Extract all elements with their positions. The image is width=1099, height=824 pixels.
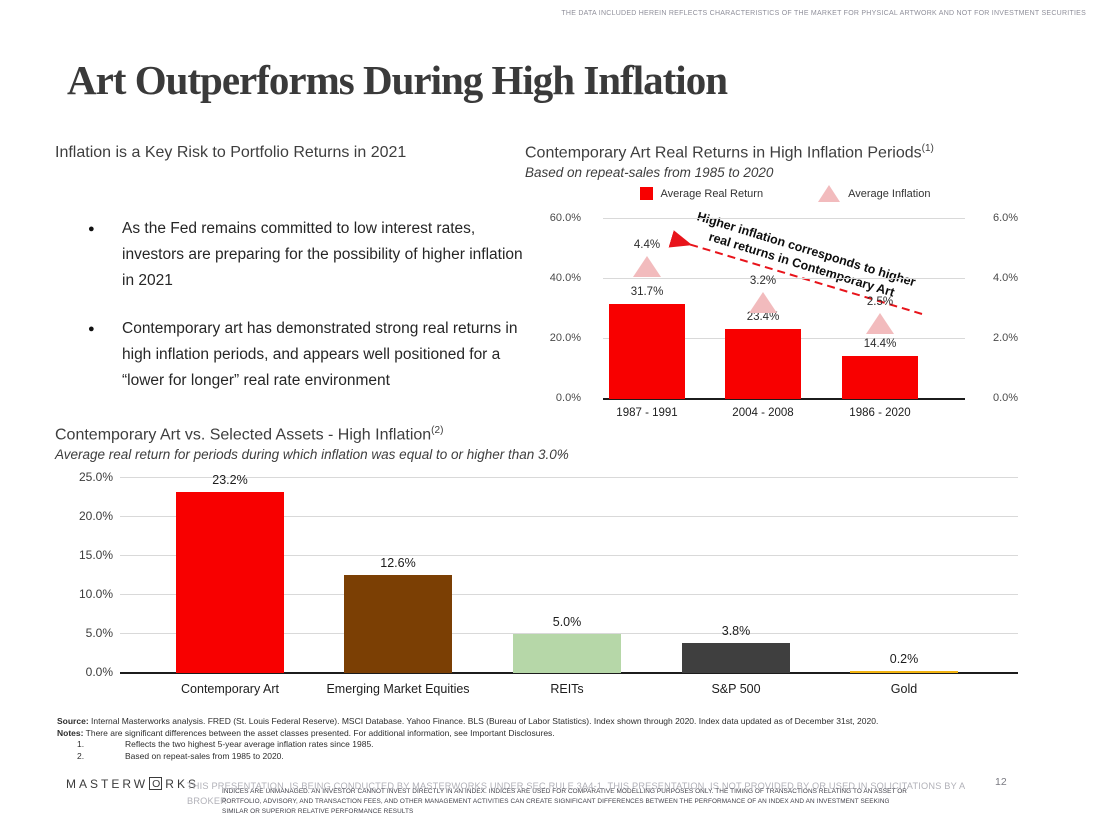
bullet-text: As the Fed remains committed to low inte… <box>122 220 523 289</box>
gridline <box>120 477 1018 478</box>
legend-triangle-swatch <box>818 185 841 202</box>
bar-value-label: 5.0% <box>552 615 582 629</box>
category-label: S&P 500 <box>711 682 761 696</box>
y-axis-tick-left: 60.0% <box>549 212 581 224</box>
legend-item: Average Inflation <box>818 185 930 202</box>
logo-o-box: O <box>149 777 163 790</box>
chart1-title-superscript: (1) <box>921 143 934 154</box>
y-axis-tick: 10.0% <box>78 587 113 601</box>
gridline <box>120 594 1018 595</box>
chart2-subtitle: Average real return for periods during w… <box>55 447 569 462</box>
bullet-text: Contemporary art has demonstrated strong… <box>122 320 518 389</box>
inflation-triangle-marker <box>749 292 777 313</box>
y-axis-tick-left: 0.0% <box>555 392 581 404</box>
triangle-value-label: 2.5% <box>866 296 894 308</box>
y-axis-tick-left: 20.0% <box>549 332 581 344</box>
footnotes: Source: Internal Masterworks analysis. F… <box>57 716 1057 762</box>
y-axis-tick-right: 0.0% <box>993 392 1019 404</box>
footer-disclaimer-small: INDICES ARE UNMANAGED. AN INVESTOR CANNO… <box>222 788 908 815</box>
bar-value-label: 0.2% <box>889 652 919 666</box>
triangle-value-label: 3.2% <box>749 275 777 287</box>
footnote-2: 2. Based on repeat-sales from 1985 to 202… <box>77 750 284 761</box>
footnote-1: 1. Reflects the two highest 5-year averag… <box>77 739 374 749</box>
top-disclaimer: THE DATA INCLUDED HEREIN REFLECTS CHARAC… <box>561 10 1086 17</box>
source-line: Source: Internal Masterworks analysis. F… <box>57 716 879 726</box>
gridline <box>120 516 1018 517</box>
gridline <box>603 398 965 400</box>
bullet-item: ● Contemporary art has demonstrated stro… <box>88 316 536 394</box>
notes-line: Notes: There are significant differences… <box>57 727 555 738</box>
gridline <box>120 555 1018 556</box>
asset-bar <box>850 671 958 673</box>
category-label: REITs <box>550 682 584 696</box>
asset-chart-canvas: 0.0% 5.0% 10.0% 15.0% 20.0% 25.0% 23.2% Contemp… <box>55 470 1050 710</box>
gridline <box>120 633 1018 634</box>
category-label: 1987 - 1991 <box>616 407 678 419</box>
bar-value-label: 14.4% <box>863 337 897 350</box>
legend-item: Average Real Return <box>639 185 764 202</box>
y-axis-tick: 25.0% <box>78 470 113 484</box>
chart1-subtitle: Based on repeat-sales from 1985 to 2020 <box>525 165 774 180</box>
y-axis-tick: 5.0% <box>85 626 113 640</box>
y-axis-tick-right: 4.0% <box>993 272 1019 284</box>
page-title: Art Outperforms During High Inflation <box>67 57 728 103</box>
asset-bar <box>344 574 452 673</box>
category-label: Contemporary Art <box>181 682 279 696</box>
chart1-title: Contemporary Art Real Returns in High In… <box>525 143 934 162</box>
asset-bar <box>513 634 621 673</box>
real-return-bar <box>725 328 801 399</box>
asset-bar <box>176 492 284 673</box>
y-axis-tick: 0.0% <box>85 665 113 679</box>
masterworks-logo: MASTERW O RKS <box>66 777 199 791</box>
bar-value-label: 12.6% <box>380 555 416 570</box>
y-axis-tick: 20.0% <box>78 509 113 523</box>
bar-value-label: 23.4% <box>746 310 780 323</box>
asset-bar <box>682 643 790 673</box>
chart1-legend: Average Real Return Average Inflation <box>525 185 1045 202</box>
legend-square-swatch <box>639 187 653 200</box>
gridline <box>603 278 965 279</box>
bullet-dot-icon: ● <box>88 323 95 335</box>
bullet-item: ● As the Fed remains committed to low in… <box>88 216 536 294</box>
category-label: Gold <box>890 682 918 696</box>
y-axis-tick-right: 2.0% <box>993 332 1019 344</box>
y-axis-tick-left: 40.0% <box>549 272 581 284</box>
gridline <box>120 672 1018 674</box>
real-return-bar <box>609 303 685 399</box>
triangle-value-label: 4.4% <box>633 239 661 251</box>
annotation-line1: Higher inflation corresponds to higher <box>695 209 918 290</box>
bar-value-label: 31.7% <box>630 285 664 298</box>
bullet-list: ● As the Fed remains committed to low in… <box>88 216 536 416</box>
chart2-title-superscript: (2) <box>431 425 444 436</box>
inflation-triangle-marker <box>866 313 894 334</box>
category-label: Emerging Market Equities <box>326 682 470 696</box>
category-label: 2004 - 2008 <box>732 407 794 419</box>
category-label: 1986 - 2020 <box>849 407 911 419</box>
y-axis-tick: 15.0% <box>78 548 113 562</box>
y-axis-tick-right: 6.0% <box>993 212 1019 224</box>
legend-label: Average Real Return <box>660 187 764 200</box>
legend-label: Average Inflation <box>848 187 931 200</box>
footer-disclaimer-large: THIS PRESENTATION, IS BEING CONDUCTED BY… <box>187 781 966 806</box>
chart2-title: Contemporary Art vs. Selected Assets - H… <box>55 425 444 444</box>
bar-value-label: 23.2% <box>212 473 248 488</box>
bullet-dot-icon: ● <box>88 223 95 235</box>
inflation-chart-canvas: Higher inflation corresponds to higher r… <box>525 185 1045 430</box>
page-number: 12 <box>995 776 1007 788</box>
real-return-bar <box>842 355 918 399</box>
left-section-heading: Inflation is a Key Risk to Portfolio Ret… <box>55 144 407 161</box>
gridline <box>603 218 965 219</box>
bar-value-label: 3.8% <box>721 624 751 639</box>
inflation-triangle-marker <box>633 256 661 277</box>
